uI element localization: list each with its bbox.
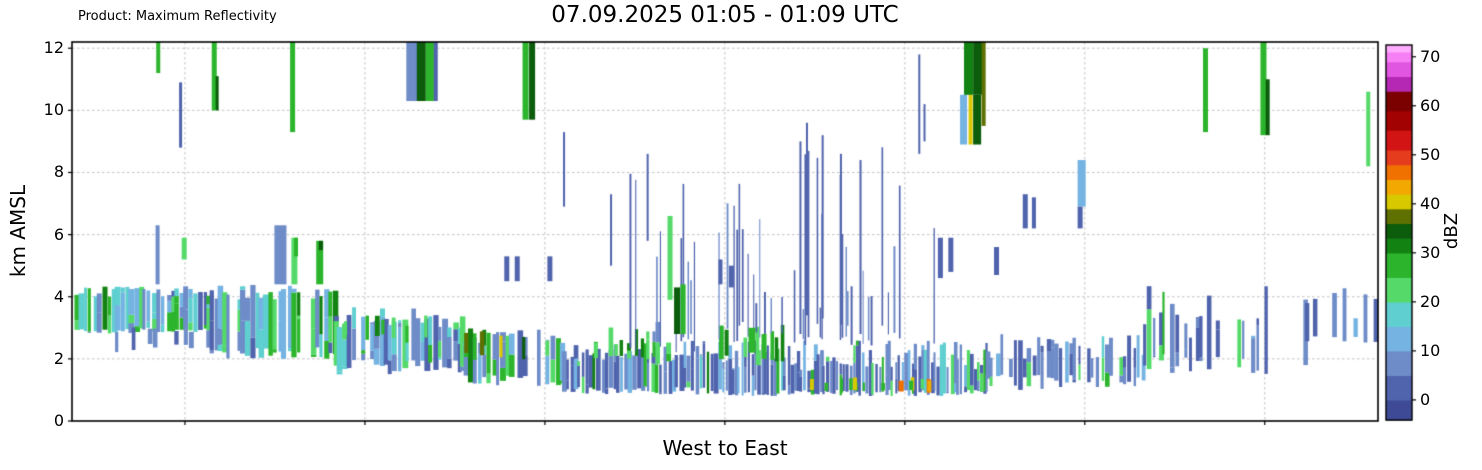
y-tick-label: 6 <box>53 224 64 244</box>
colorbar-tick-label: 10 <box>1420 340 1441 360</box>
y-axis-tick-labels: 0 2 4 6 8 10 12 <box>0 0 64 470</box>
colorbar-tick-label: 0 <box>1420 389 1431 409</box>
colorbar-tick-label: 50 <box>1420 144 1441 164</box>
y-tick-label: 2 <box>53 348 64 368</box>
x-axis-label: West to East <box>662 436 788 460</box>
product-label: Product: Maximum Reflectivity <box>78 9 277 24</box>
colorbar-label: dBZ <box>1441 212 1462 250</box>
colorbar-tick-label: 20 <box>1420 291 1441 311</box>
chart-title: 07.09.2025 01:05 - 01:09 UTC <box>551 2 899 28</box>
colorbar-tick-label: 60 <box>1420 95 1441 115</box>
y-tick-label: 4 <box>53 286 64 306</box>
y-tick-label: 12 <box>43 38 64 58</box>
colorbar-tick-label: 30 <box>1420 242 1441 262</box>
y-tick-label: 10 <box>43 100 64 120</box>
y-tick-label: 0 <box>53 411 64 430</box>
y-tick-label: 8 <box>53 162 64 182</box>
colorbar-tick-label: 40 <box>1420 193 1441 213</box>
colorbar-tick-label: 70 <box>1420 46 1441 66</box>
